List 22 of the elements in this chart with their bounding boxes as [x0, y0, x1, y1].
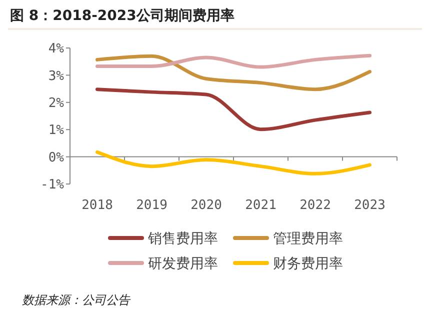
x-tick-label: 2021: [245, 198, 276, 213]
y-tick-label: 0%: [48, 150, 64, 166]
x-tick-label: 2020: [190, 198, 222, 213]
x-tick-label: 2019: [136, 198, 168, 213]
y-tick-label: 2%: [48, 96, 64, 111]
line-series: [96, 150, 372, 176]
source-note: 数据来源：公司公告: [22, 293, 131, 307]
x-tick-label: 2023: [354, 198, 386, 213]
legend-label: 财务费用率: [273, 256, 343, 272]
y-tick-label: 3%: [48, 68, 64, 84]
line-series: [96, 54, 372, 69]
line-series: [96, 54, 372, 92]
legend-label: 研发费用率: [148, 256, 218, 272]
y-tick-label: -1%: [40, 178, 64, 193]
x-tick-label: 2018: [82, 198, 113, 213]
y-tick-label: 1%: [48, 123, 64, 138]
legend-label: 管理费用率: [273, 231, 343, 247]
line-series: [96, 88, 372, 132]
legend-label: 销售费用率: [147, 231, 218, 247]
y-tick-label: 4%: [48, 42, 64, 57]
x-tick-label: 2022: [300, 198, 331, 213]
chart-title: 图 8：2018-2023公司期间费用率: [10, 7, 234, 24]
